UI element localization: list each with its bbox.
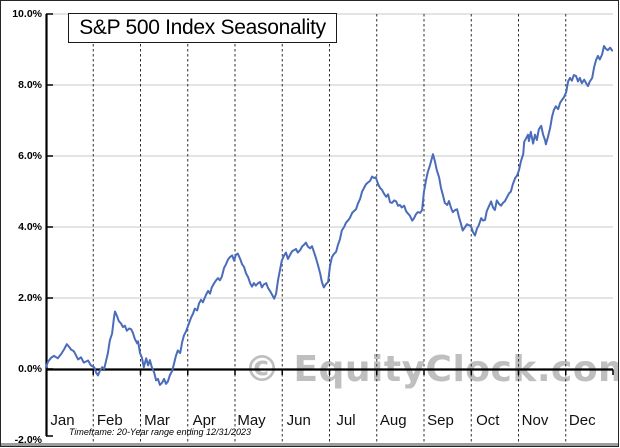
bottom-rule (1, 443, 618, 446)
timeframe-note: Timeframe: 20-Year range ending 12/31/20… (69, 427, 252, 437)
chart-title-box: S&P 500 Index Seasonality (68, 13, 337, 43)
chart-title: S&P 500 Index Seasonality (79, 16, 326, 39)
seasonality-line (45, 45, 614, 386)
